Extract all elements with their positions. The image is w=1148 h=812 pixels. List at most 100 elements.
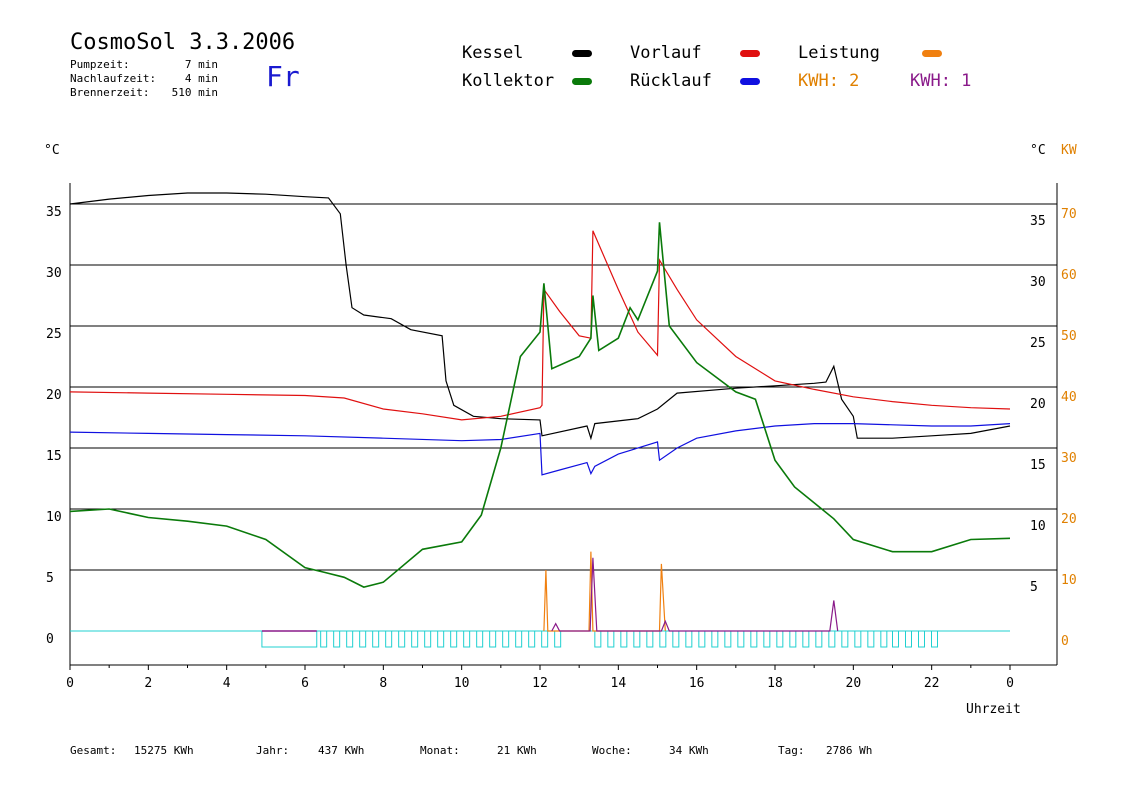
pump-pulse [554,630,562,648]
pump-pulse [880,630,888,648]
legend-ruecklauf-label: Rücklauf [630,71,712,91]
y2-tick-label: 50 [1061,329,1077,344]
series-line-kwh-1 [551,557,839,632]
legend-ruecklauf-swatch [740,78,760,85]
x-axis-label: Uhrzeit [966,702,1021,717]
legend-kessel-label: Kessel [462,43,524,63]
footer-gesamt-label: Gesamt: [70,744,117,757]
y2-tick-label: 60 [1061,268,1077,283]
pump-pulse [750,630,758,648]
y-tick-label-left: 0 [46,632,54,647]
pump-pulse [541,630,549,648]
x-tick-label: 22 [924,676,940,691]
y-tick-label-left: 15 [46,449,62,464]
pump-pulse [763,630,771,648]
footer-woche-value: 34 KWh [669,744,709,757]
y-tick-label-left: 5 [46,571,54,586]
pump-pulse [633,630,641,648]
legend-kollektor-swatch [572,78,592,85]
y2-tick-label: 0 [1061,634,1069,649]
pump-pulse [867,630,875,648]
pump-pulse [802,630,810,648]
pump-pulse [646,630,654,648]
y-tick-label-right: 10 [1030,519,1046,534]
y-tick-label-right: 15 [1030,458,1046,473]
footer-jahr-value: 437 KWh [318,744,365,757]
footer-monat-label: Monat: [420,744,460,757]
series-line-kollektor [69,222,1011,588]
series-line-kessel [69,192,1011,441]
pump-pulse [776,630,784,648]
pump-pulse [737,630,745,648]
legend-vorlauf-label: Vorlauf [630,43,702,63]
pump-pulse [672,630,680,648]
legend-kwh-orange: KWH: 2 [798,71,860,91]
footer-jahr-label: Jahr: [256,744,290,757]
x-tick-label: 8 [379,676,387,691]
legend-kwh-purple: KWH: 1 [910,71,972,91]
x-tick-label: 6 [301,676,309,691]
x-tick-label: 0 [1006,676,1014,691]
pump-pulse [333,630,341,648]
x-tick-label: 12 [532,676,548,691]
y-tick-label-left: 20 [46,388,62,403]
y-tick-label-right: 30 [1030,275,1046,290]
pump-pulse [815,630,823,648]
pump-pulse [346,630,354,648]
footer-gesamt-value: 15275 KWh [134,744,194,757]
pump-pulse [905,630,912,648]
pump-pulse [931,630,938,648]
weekday-label: Fr [266,60,300,93]
pump-pulse [372,630,380,648]
right-axis-unit-c: °C [1030,143,1046,158]
y-tick-label-left: 10 [46,510,62,525]
x-tick-label: 4 [223,676,231,691]
pump-pulse [398,630,406,648]
pump-pulse [659,630,667,648]
pump-pulse [385,630,393,648]
pump-pulse [918,630,925,648]
pump-pulse [828,630,836,648]
y-tick-label-left: 25 [46,327,62,342]
footer-monat-value: 21 KWh [497,744,537,757]
footer-woche-label: Woche: [592,744,632,757]
pump-pulse [594,630,602,648]
pump-pulse [724,630,732,648]
x-tick-label: 18 [767,676,783,691]
y2-tick-label: 30 [1061,451,1077,466]
y-tick-label-left: 30 [46,266,62,281]
y-tick-label-left: 35 [46,205,62,220]
stat-nachlaufzeit-label: Nachlaufzeit: [70,72,157,85]
page-title: CosmoSol 3.3.2006 [70,30,296,55]
pump-pulse [528,630,536,648]
pump-run-block [261,630,318,648]
stat-pumpzeit-label: Pumpzeit: [70,58,130,71]
y2-tick-label: 10 [1061,573,1077,588]
legend-vorlauf-swatch [740,50,760,57]
pump-pulse [424,630,432,648]
pump-pulse [476,630,484,648]
pump-pulse [437,630,445,648]
stat-brennerzeit-label: Brennerzeit: [70,86,150,99]
y2-tick-label: 40 [1061,390,1077,405]
x-tick-label: 2 [144,676,152,691]
pump-pulse [489,630,497,648]
right-axis-unit-kw: KW [1061,143,1077,158]
pump-pulse [854,630,862,648]
legend-kollektor-label: Kollektor [462,71,555,91]
pump-pulse [515,630,523,648]
pump-pulse [620,630,628,648]
y2-tick-label: 70 [1061,207,1077,222]
y-tick-label-right: 20 [1030,397,1046,412]
pump-pulse [359,630,367,648]
series-line-leistung [543,551,666,632]
stat-pumpzeit-value: 7 min [184,58,218,71]
left-axis-unit: °C [44,143,60,158]
pump-pulse [685,630,693,648]
x-tick-label: 20 [846,676,862,691]
y-tick-label-right: 5 [1030,580,1038,595]
stat-brennerzeit-value: 510 min [171,86,218,99]
x-tick-label: 16 [689,676,705,691]
pump-pulse [841,630,849,648]
